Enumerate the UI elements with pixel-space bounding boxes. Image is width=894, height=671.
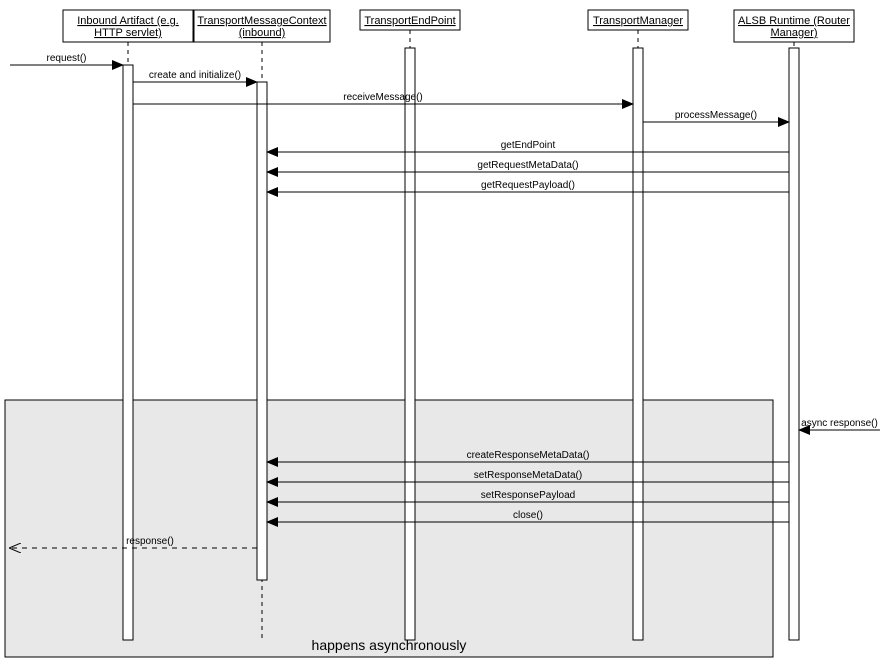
async-region [5, 400, 773, 657]
message-label: async response() [801, 418, 878, 429]
message-label: request() [46, 53, 86, 64]
activation-bar [405, 48, 415, 640]
message-label: response() [126, 536, 174, 547]
async-caption: happens asynchronously [312, 637, 467, 653]
activation-bar [257, 82, 267, 580]
message-label: setResponseMetaData() [474, 470, 582, 481]
message: create and initialize() [133, 70, 257, 82]
message: async response() [799, 418, 880, 430]
activation-bar [123, 65, 133, 640]
lifeline-label: TransportMessageContext [197, 15, 326, 27]
lifeline-label: Inbound Artifact (e.g. [77, 15, 179, 27]
message: request() [10, 53, 123, 65]
message: receiveMessage() [133, 92, 633, 104]
message-label: close() [513, 510, 543, 521]
message: processMessage() [643, 110, 789, 122]
message-label: processMessage() [675, 110, 757, 121]
message: getRequestMetaData() [267, 160, 789, 172]
lifeline-label: TransportManager [593, 15, 683, 27]
message: getEndPoint [267, 140, 789, 152]
message-label: create and initialize() [149, 70, 241, 81]
message: getRequestPayload() [267, 180, 789, 192]
message-label: getEndPoint [501, 140, 556, 151]
message-label: setResponsePayload [481, 490, 576, 501]
activation-bar [633, 48, 643, 640]
lifeline-label: TransportEndPoint [364, 15, 455, 27]
message-label: receiveMessage() [343, 92, 422, 103]
lifeline-label: Manager) [770, 27, 817, 39]
message-label: createResponseMetaData() [467, 450, 590, 461]
message-label: getRequestPayload() [481, 180, 575, 191]
lifeline-label: (inbound) [239, 27, 285, 39]
lifeline-label: HTTP servlet) [94, 27, 162, 39]
message-label: getRequestMetaData() [477, 160, 578, 171]
lifeline-label: ALSB Runtime (Router [738, 15, 850, 27]
activation-bar [789, 48, 799, 640]
